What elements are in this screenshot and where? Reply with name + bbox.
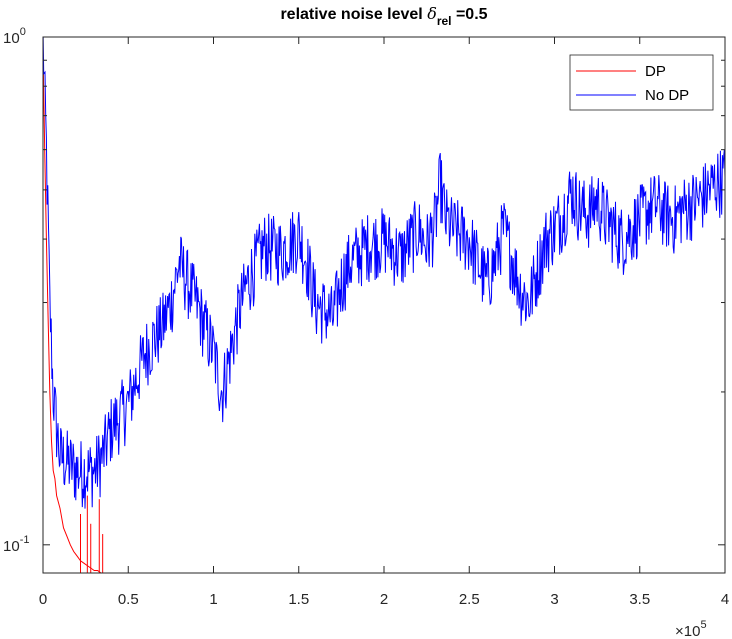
series-line-no-dp — [43, 37, 725, 509]
chart-title-prefix: relative noise level — [280, 6, 427, 23]
x-tick-label: 0 — [39, 591, 47, 608]
legend-label-dp: DP — [645, 63, 666, 80]
series-layer — [43, 37, 725, 573]
x-tick-label: 1 — [209, 591, 217, 608]
x-tick-label: 4 — [721, 591, 729, 608]
axes-box — [42, 36, 726, 574]
chart-title-symbol: δ — [427, 4, 437, 23]
x-exponent-base: 10 — [684, 623, 701, 639]
chart-title: relative noise level δrel =0.5 — [280, 4, 487, 28]
y-tick-label: 10-1 — [3, 534, 29, 555]
x-tick-label: 3 — [550, 591, 558, 608]
x-exponent-power: 5 — [700, 619, 706, 631]
x-tick-label: 1.5 — [288, 591, 309, 608]
legend-label-nodp: No DP — [645, 87, 689, 104]
legend: DP No DP — [569, 54, 714, 111]
chart-title-subscript: rel — [437, 14, 452, 28]
plot-area — [43, 37, 725, 573]
svg-text:×105: ×105 — [675, 619, 707, 639]
x-exponent-times: × — [675, 623, 684, 639]
chart-title-suffix: =0.5 — [452, 6, 488, 23]
series-line-dp — [43, 48, 725, 573]
x-tick-label: 2 — [380, 591, 388, 608]
y-tick-label: 100 — [3, 26, 26, 47]
x-tick-label: 0.5 — [118, 591, 139, 608]
x-axis-exponent-label: ×105 — [675, 619, 707, 639]
y-tick-labels: 10-1 100 — [3, 26, 29, 555]
x-tick-label: 3.5 — [629, 591, 650, 608]
x-tick-label: 2.5 — [459, 591, 480, 608]
legend-box — [569, 54, 714, 111]
x-tick-labels: 0 0.5 1 1.5 2 2.5 3 3.5 4 — [39, 591, 729, 608]
